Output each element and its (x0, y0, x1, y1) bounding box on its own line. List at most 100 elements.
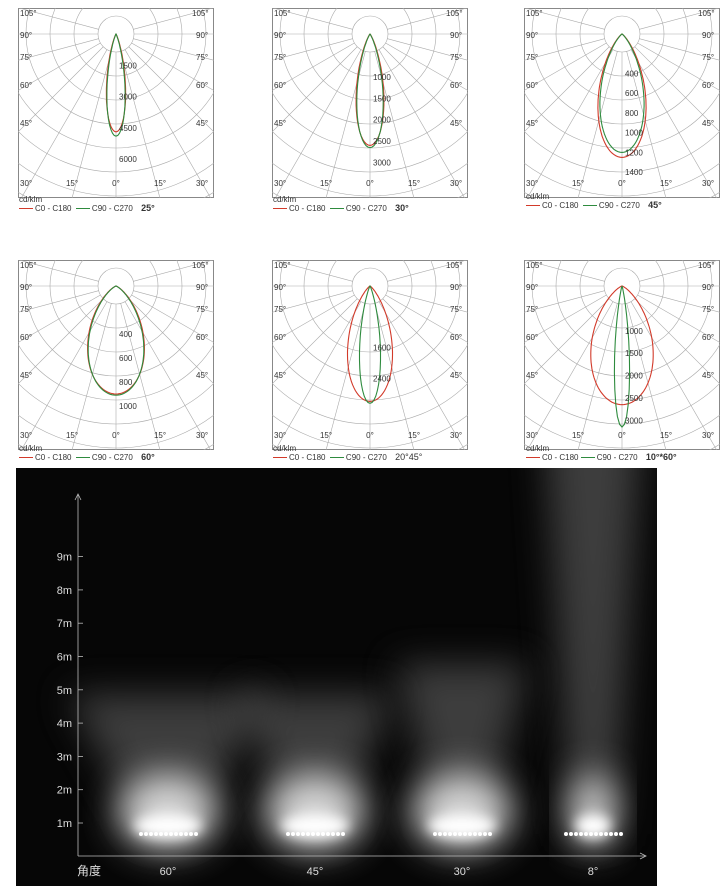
polar-chart-25: 1500 3000 4500 6000 105° 105° 90° 90° 75° 75° 60° 6… (18, 8, 214, 198)
grid-spoke (526, 301, 614, 450)
angle-label: 45° (20, 371, 32, 380)
angle-label: 75° (702, 53, 714, 62)
radial-tick-label: 4500 (119, 124, 137, 133)
grid-spoke (630, 49, 718, 198)
legend-item-c90: C90 - C270 (345, 453, 387, 462)
led-dot (154, 832, 158, 836)
grid-spoke (325, 303, 366, 450)
grid-spoke (272, 8, 353, 30)
radial-tick-label: 3000 (625, 416, 643, 425)
led-dot (599, 832, 603, 836)
legend-swatch-c0 (526, 457, 540, 459)
led-dot (604, 832, 608, 836)
angle-label: 60° (450, 333, 462, 342)
grid-spoke (18, 8, 99, 30)
angle-label: 30° (526, 431, 538, 440)
grid-spoke (387, 38, 468, 61)
intensity-curve (346, 285, 394, 402)
grid-spoke (131, 294, 214, 343)
polar-plot: 1600 2400 105° 105° 90° 90° 75° 75° 60° 60° 45° 45°… (272, 260, 468, 450)
y-tick-label: 9m (57, 552, 72, 564)
angle-label: 15° (660, 431, 672, 440)
radial-tick-label: 800 (119, 378, 133, 387)
grid-spoke (382, 46, 468, 133)
grid-spoke (120, 51, 161, 198)
grid-spoke (272, 298, 358, 385)
led-dot (453, 832, 457, 836)
radial-tick-label: 400 (119, 330, 133, 339)
grid-spoke (524, 290, 605, 313)
led-dot (321, 832, 325, 836)
beam-angle-label: 20°45° (395, 452, 423, 462)
grid-spoke (385, 42, 468, 91)
grid-spoke (524, 294, 607, 343)
grid-spoke (639, 290, 720, 313)
radial-tick-label: 1500 (625, 349, 643, 358)
polar-plot: 1500 3000 4500 6000 105° 105° 90° 90° 75° 75° 60° 6… (18, 8, 214, 198)
angle-label: 30° (526, 179, 538, 188)
angle-label: 0° (618, 179, 626, 188)
led-dot (488, 832, 492, 836)
angle-label: 105° (446, 261, 463, 270)
intensity-curve (87, 285, 145, 396)
angle-label: 30° (702, 179, 714, 188)
angle-label: 0° (618, 431, 626, 440)
unit-label: cd/klm (526, 192, 550, 201)
angle-label: 60° (702, 333, 714, 342)
led-dot (443, 832, 447, 836)
grid-spoke (18, 294, 101, 343)
grid-spoke (639, 260, 720, 282)
grid-spoke (20, 301, 108, 450)
grid-spoke (20, 49, 108, 198)
grid-spoke (387, 260, 468, 282)
grid-spoke (133, 290, 214, 313)
angle-label: 90° (450, 31, 462, 40)
grid-spoke (637, 294, 720, 343)
radial-tick-label: 1500 (119, 61, 137, 70)
polar-chart-20x45: 1600 2400 105° 105° 90° 90° 75° 75° 60° 60° 45° 45°… (272, 260, 468, 450)
grid-spoke (18, 298, 104, 385)
angle-label: 45° (274, 371, 286, 380)
angle-label: 90° (274, 31, 286, 40)
led-dot (569, 832, 573, 836)
legend-item-c90: C90 - C270 (596, 453, 638, 462)
legend-item-c90: C90 - C270 (345, 204, 387, 213)
angle-label: 45° (450, 119, 462, 128)
led-dot (433, 832, 437, 836)
led-dot (291, 832, 295, 836)
led-dot (336, 832, 340, 836)
angle-label: 15° (154, 179, 166, 188)
led-dot (564, 832, 568, 836)
angle-label: 75° (196, 305, 208, 314)
led-dot (589, 832, 593, 836)
radial-tick-label: 600 (119, 354, 133, 363)
angle-label: 15° (66, 179, 78, 188)
radial-tick-label: 1000 (625, 327, 643, 336)
grid-spoke (120, 303, 161, 450)
beam-core (265, 774, 365, 850)
legend-25: cd/klm C0 - C180 C90 - C270 25° (19, 195, 155, 213)
angle-label: 30° (702, 431, 714, 440)
angle-label: 105° (20, 9, 37, 18)
radial-tick-label: 6000 (119, 155, 137, 164)
angle-label: 60° (450, 81, 462, 90)
angle-label: 90° (702, 283, 714, 292)
y-tick-label: 1m (57, 818, 72, 830)
grid-spoke (639, 8, 720, 30)
beam-glow (237, 694, 393, 834)
grid-spoke (577, 303, 618, 450)
angle-label: 105° (698, 9, 715, 18)
angle-label: 0° (366, 179, 374, 188)
grid-spoke (374, 303, 415, 450)
legend-swatch-c90 (75, 457, 90, 459)
angle-label: 60° (274, 333, 286, 342)
y-tick-label: 3m (57, 751, 72, 763)
angle-label: 60° (20, 333, 32, 342)
radial-tick-label: 3000 (119, 93, 137, 102)
light-beam (67, 694, 269, 850)
led-dot (448, 832, 452, 836)
radial-tick-label: 2000 (373, 116, 391, 125)
angle-label: 30° (20, 431, 32, 440)
unit-label: cd/klm (273, 195, 297, 204)
grid-spoke (274, 49, 362, 198)
